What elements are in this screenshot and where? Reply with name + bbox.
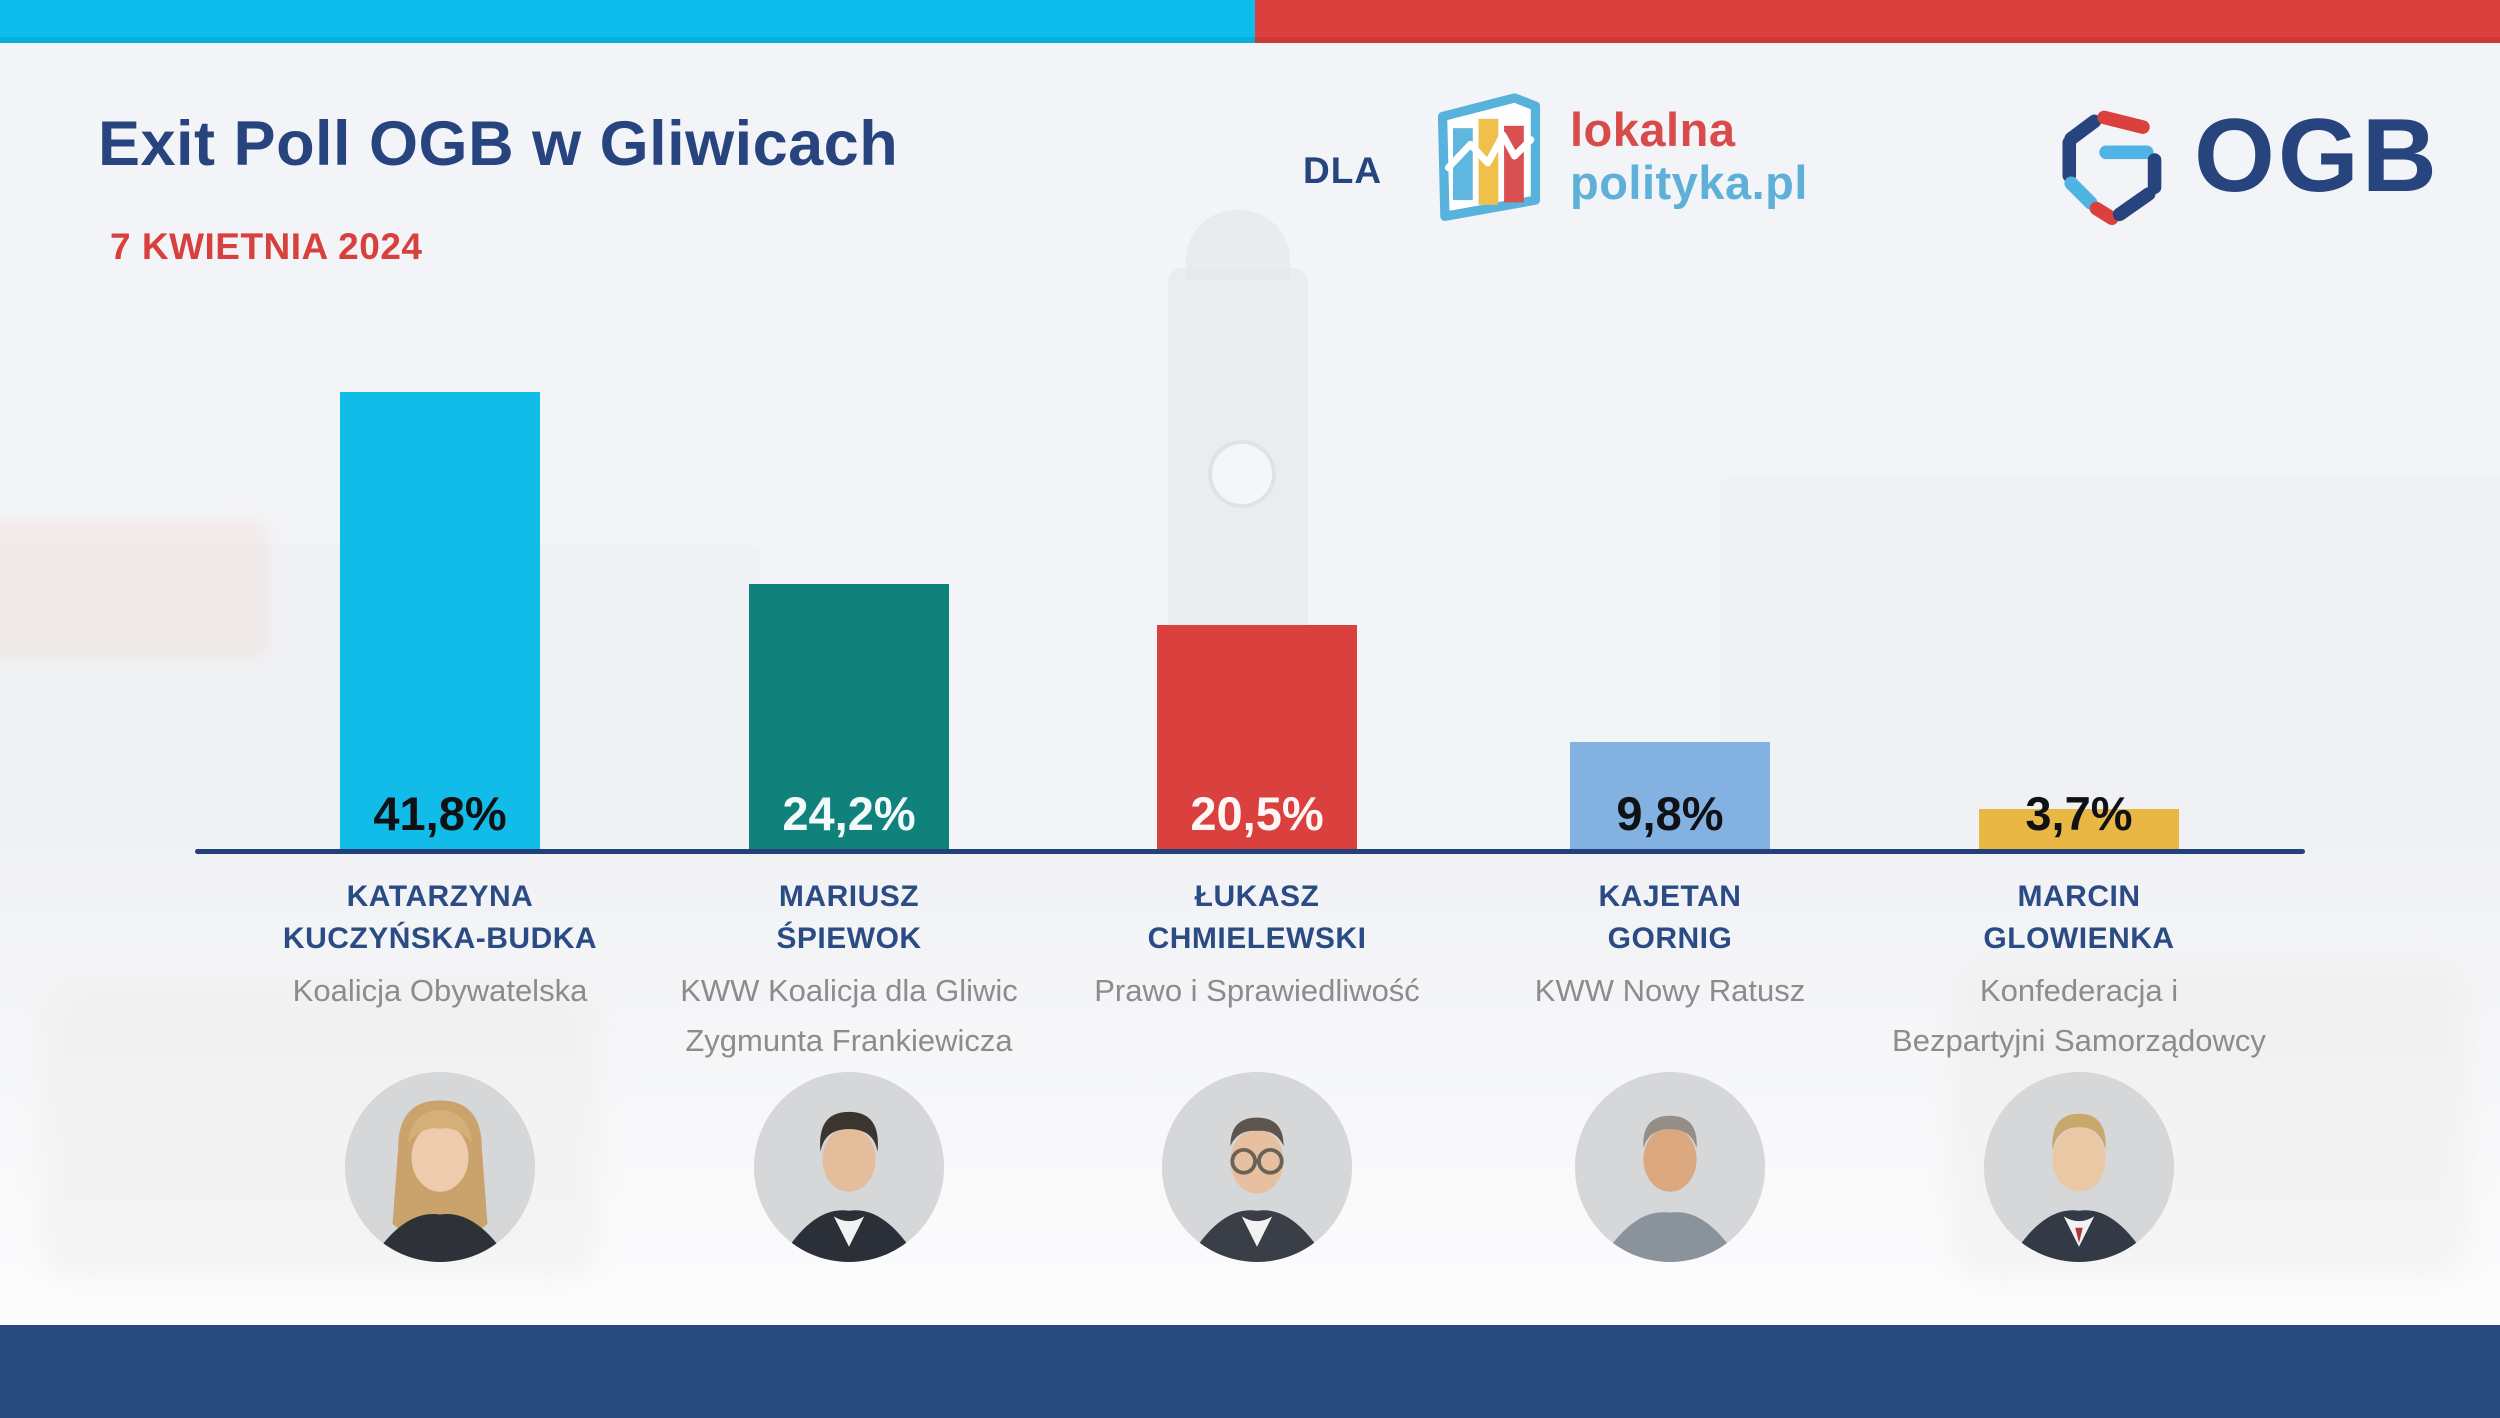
bar-value-label: 20,5% <box>1190 787 1324 840</box>
candidate-name-line1: MARCIN <box>2017 880 2141 913</box>
candidate-name-line2: GORNIG <box>1607 922 1733 955</box>
top-stripe-cyan <box>0 0 1255 43</box>
party-line2: Zygmunta Frankiewicza <box>685 1023 1013 1058</box>
result-bar: 9,8% <box>1570 742 1770 849</box>
bar-value-label: 41,8% <box>373 787 507 840</box>
party-line1: KWW Nowy Ratusz <box>1534 973 1806 1008</box>
party-line1: Konfederacja i <box>1979 973 2179 1008</box>
candidate-name-line2: CHMIELEWSKI <box>1147 922 1367 955</box>
result-bar: 20,5% <box>1157 625 1357 849</box>
candidate-name: KAJETAN GORNIG <box>1466 876 1874 960</box>
party-line1: Prawo i Sprawiedliwość <box>1094 973 1420 1008</box>
candidate-party: KWW Nowy Ratusz <box>1410 966 1930 1016</box>
candidate-party: Prawo i Sprawiedliwość <box>997 966 1517 1016</box>
candidate-name: ŁUKASZ CHMIELEWSKI <box>1053 876 1461 960</box>
page-title: Exit Poll OGB w Gliwicach <box>98 109 899 179</box>
result-bar: 41,8% <box>340 392 540 849</box>
candidate-name: KATARZYNA KUCZYŃSKA-BUDKA <box>236 876 644 960</box>
ogb-wordmark: OGB <box>2194 98 2440 214</box>
lokalna-text: lokalna <box>1570 102 1736 156</box>
bar-value-label: 9,8% <box>1616 787 1724 840</box>
candidate-party: KWW Koalicja dla Gliwic Zygmunta Frankie… <box>589 966 1109 1066</box>
avatar <box>345 1072 535 1262</box>
candidate-name-line1: MARIUSZ <box>778 880 920 913</box>
result-bar: 24,2% <box>749 584 949 849</box>
party-line2: Bezpartyjni Samorządowcy <box>1892 1023 2266 1058</box>
background-roof <box>0 520 270 660</box>
ogb-pentagon-icon <box>2062 110 2162 225</box>
background-buildings-right <box>1720 478 2500 852</box>
avatar <box>1575 1072 1765 1262</box>
lokalna-polityka-wordmark: lokalna polityka.pl <box>1570 103 1808 209</box>
party-line1: KWW Koalicja dla Gliwic <box>680 973 1018 1008</box>
candidate-card-kuczynska-budka: 41,8% KATARZYNA KUCZYŃSKA-BUDKA Koalicja… <box>236 0 644 1418</box>
candidate-card-spiewok: 24,2% MARIUSZ ŚPIEWOK KWW Koalicja dla G… <box>645 0 1053 1418</box>
candidate-photo <box>345 1072 535 1262</box>
bar-value-label: 3,7% <box>2025 787 2133 840</box>
candidate-name: MARIUSZ ŚPIEWOK <box>645 876 1053 960</box>
lokalna-polityka-logo: lokalna polityka.pl <box>1430 88 1807 223</box>
bar-chart-map-icon <box>1437 92 1541 221</box>
top-stripe-red <box>1255 0 2500 43</box>
candidate-name-line1: KAJETAN <box>1598 880 1742 913</box>
background-tower-cupola <box>1186 210 1290 280</box>
background-tower-clock <box>1208 440 1276 508</box>
avatar <box>754 1072 944 1262</box>
candidate-card-gornig: 9,8% KAJETAN GORNIG KWW Nowy Ratusz <box>1466 0 1874 1418</box>
candidate-photo <box>1984 1072 2174 1262</box>
candidate-card-chmielewski: 20,5% ŁUKASZ CHMIELEWSKI Prawo i Sprawie… <box>1053 0 1461 1418</box>
avatar <box>1984 1072 2174 1262</box>
polityka-pl-text: polityka.pl <box>1570 155 1808 209</box>
chart-baseline <box>195 849 2305 854</box>
candidate-photo <box>1575 1072 1765 1262</box>
candidate-name-line2: GLOWIENKA <box>1983 922 2175 955</box>
candidate-name-line1: ŁUKASZ <box>1194 880 1320 913</box>
avatar <box>1162 1072 1352 1262</box>
candidate-party: Koalicja Obywatelska <box>180 966 700 1016</box>
candidate-name: MARCIN GLOWIENKA <box>1875 876 2283 960</box>
candidate-party: Konfederacja i Bezpartyjni Samorządowcy <box>1819 966 2339 1066</box>
candidate-name-line2: KUCZYŃSKA-BUDKA <box>282 922 598 955</box>
dla-label: DLA <box>1303 150 1383 191</box>
ogb-logo: OGB <box>2046 92 2440 232</box>
candidate-photo <box>754 1072 944 1262</box>
candidate-name-line2: ŚPIEWOK <box>776 922 922 955</box>
candidate-card-glowienka: 3,7% MARCIN GLOWIENKA Konfederacja i Bez… <box>1875 0 2283 1418</box>
candidate-name-line1: KATARZYNA <box>346 880 534 913</box>
bar-value-label: 24,2% <box>782 787 916 840</box>
party-line1: Koalicja Obywatelska <box>292 973 588 1008</box>
top-stripe <box>0 0 2500 43</box>
result-bar: 3,7% <box>1979 790 2179 849</box>
bottom-stripe <box>0 1325 2500 1418</box>
candidate-photo <box>1162 1072 1352 1262</box>
poll-date: 7 KWIETNIA 2024 <box>110 226 423 267</box>
